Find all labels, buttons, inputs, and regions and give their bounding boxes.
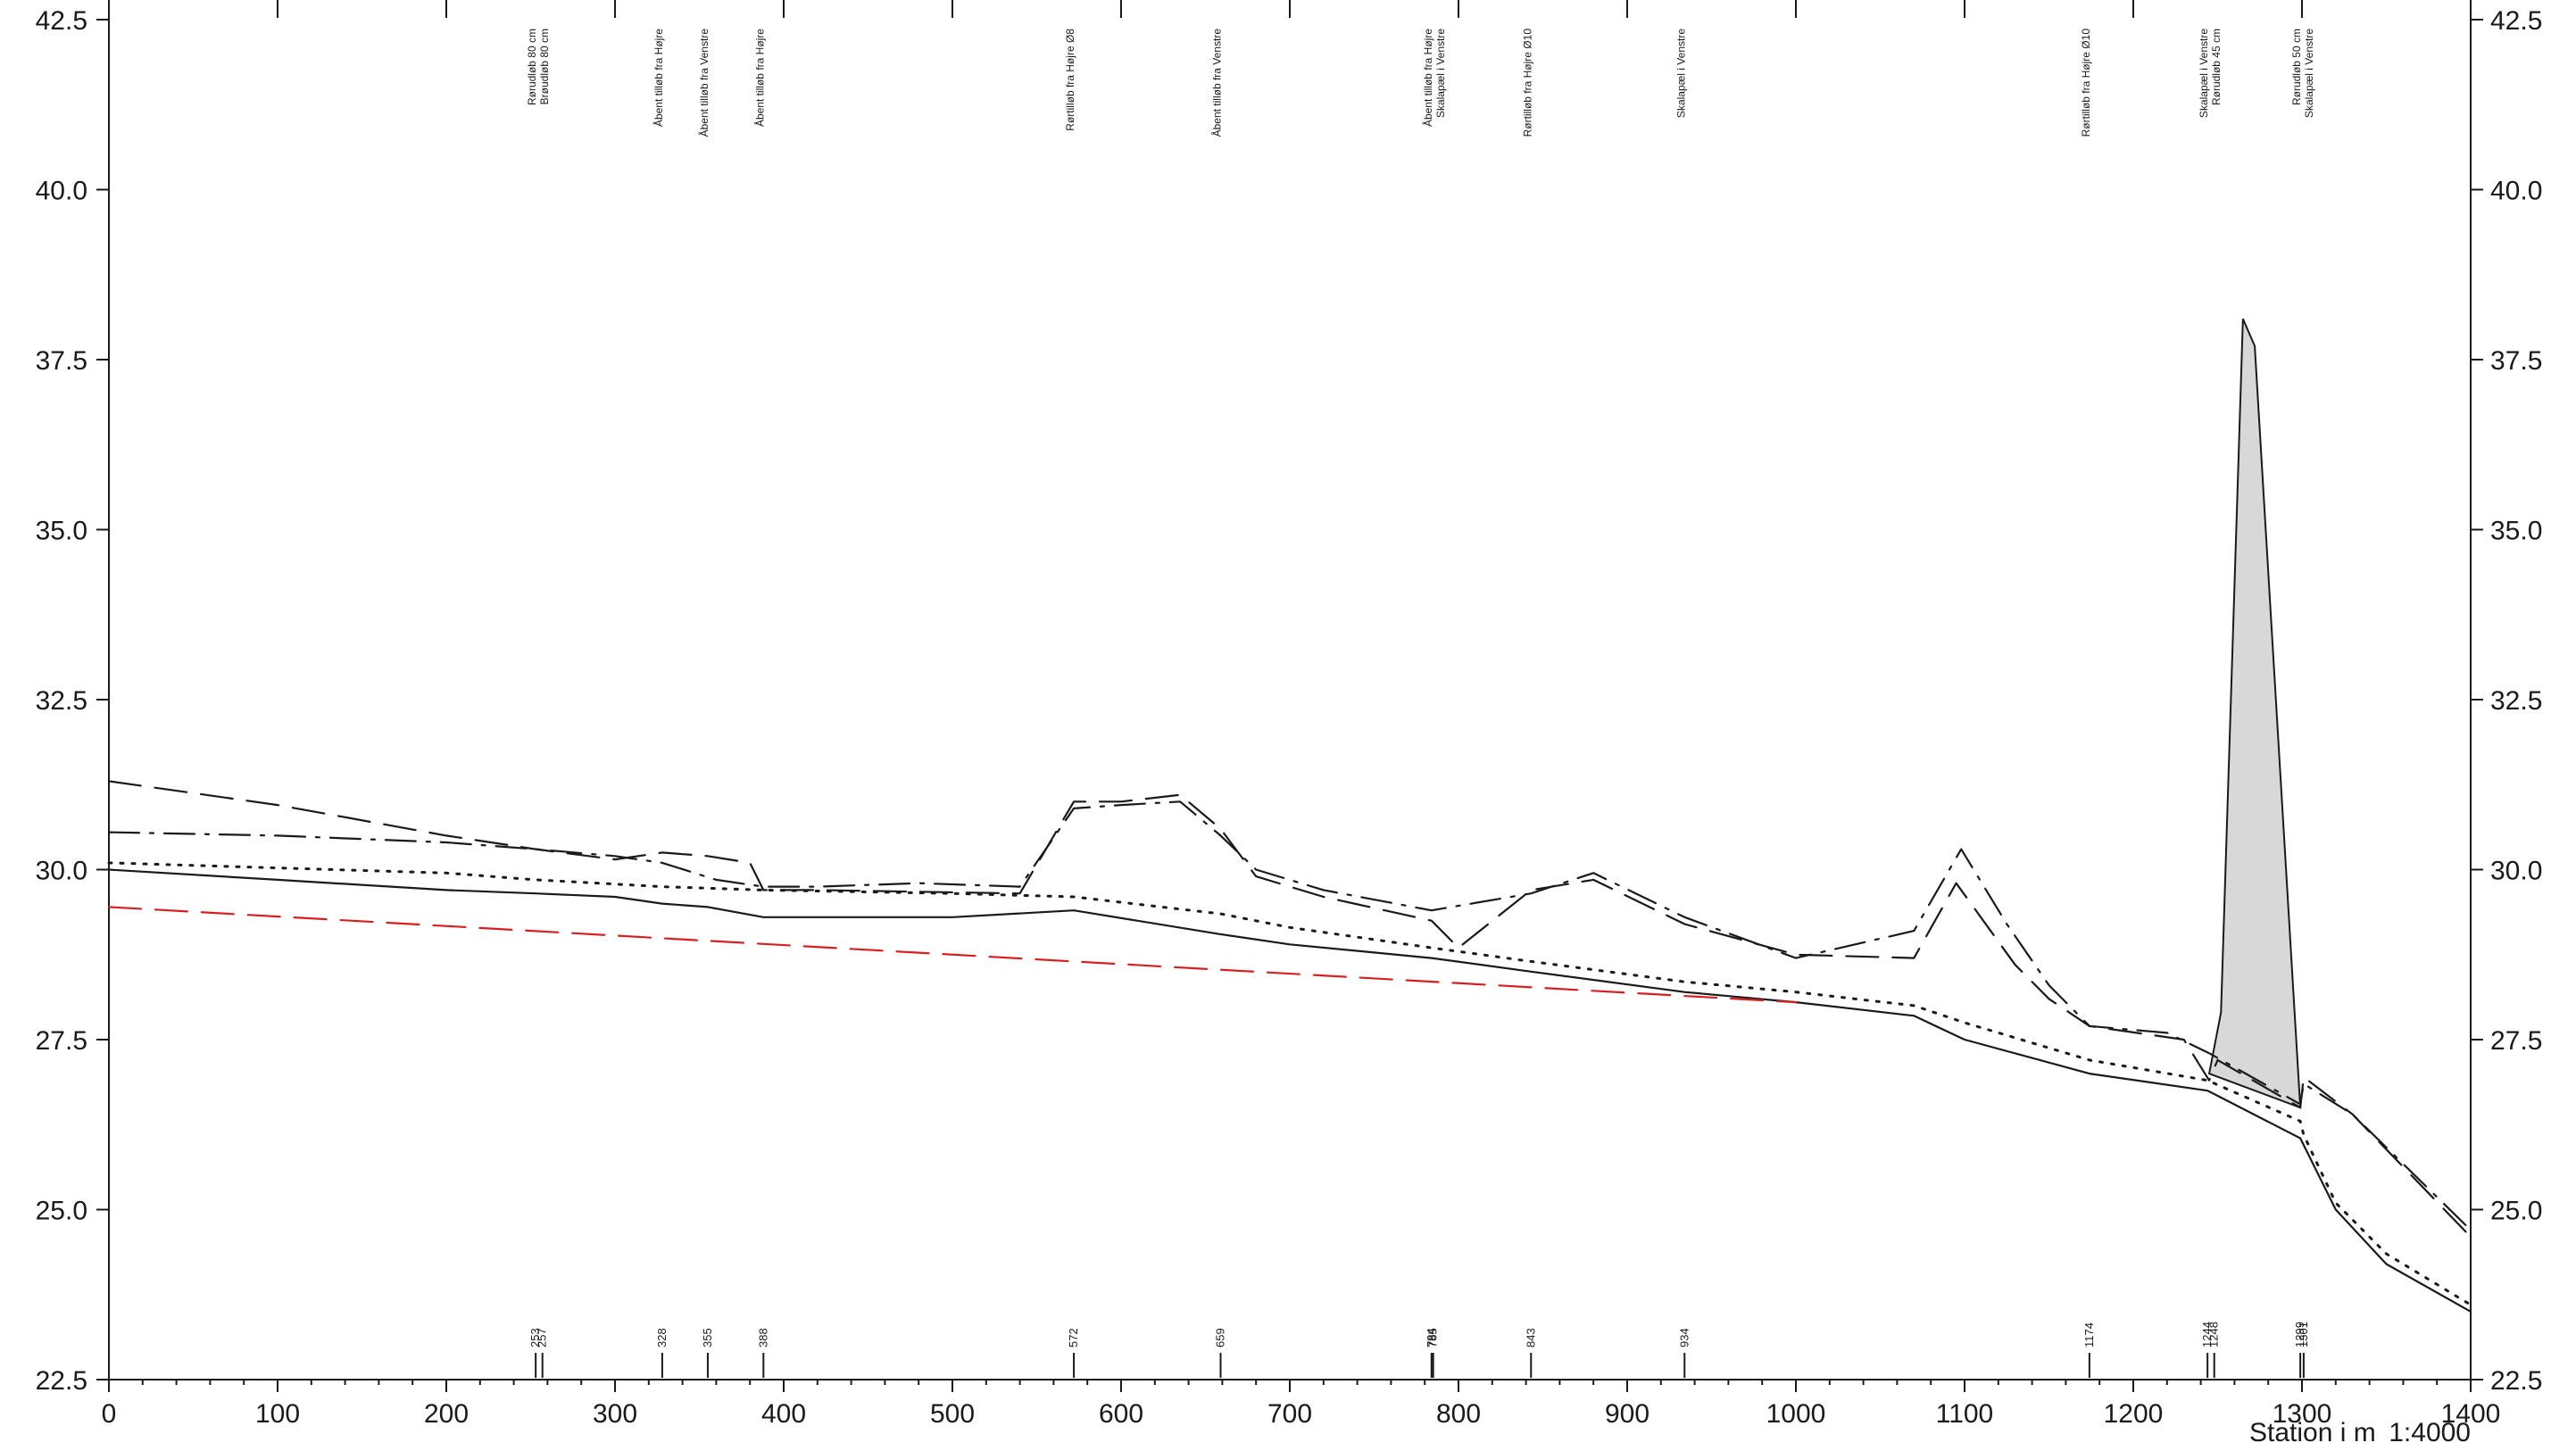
x-tick-label: 600 — [1099, 1399, 1143, 1429]
y-tick-label-right: 37.5 — [2490, 346, 2542, 376]
y-tick-label-right: 40.0 — [2490, 177, 2542, 206]
x-tick-label: 100 — [255, 1399, 300, 1429]
y-tick-label-left: 37.5 — [36, 346, 87, 376]
x-tick-label: 800 — [1436, 1399, 1481, 1429]
series-line-1 — [107, 868, 2472, 1313]
x-tick-label: 1300 — [2273, 1399, 2332, 1429]
x-tick-label: 1000 — [1766, 1399, 1826, 1429]
y-tick-label-left: 25.0 — [36, 1197, 87, 1226]
x-tick-label: 300 — [593, 1399, 637, 1429]
annotation-text: Åbent tilløb fra Højre — [1421, 29, 1434, 127]
y-tick-label-right: 42.5 — [2490, 6, 2542, 36]
annotation-text: Rørudløb 50 cm — [2290, 29, 2303, 105]
series-line-5 — [107, 906, 1798, 1004]
y-tick-label-right: 22.5 — [2490, 1366, 2542, 1396]
station-label: 1299 — [2293, 1322, 2306, 1347]
station-label: 1248 — [2207, 1322, 2221, 1347]
annotation-text: Åbent tilløb fra Højre — [752, 29, 766, 127]
y-tick-label-left: 35.0 — [36, 517, 87, 546]
x-tick-label: 500 — [930, 1399, 975, 1429]
annotation-text: Skalapæl i Venstre — [1434, 29, 1447, 118]
x-tick-label: 200 — [424, 1399, 469, 1429]
x-tick-label: 1100 — [1936, 1399, 1994, 1429]
station-label: 1244 — [2200, 1322, 2214, 1347]
x-tick-label: 900 — [1605, 1399, 1649, 1429]
annotation-text: Skalapæl i Venstre — [2198, 29, 2210, 118]
station-label: 784 — [1425, 1328, 1438, 1347]
annotation-text: Rørudløb 45 cm — [2210, 29, 2223, 105]
annotation-text: Åbent tilløb fra Venstre — [1210, 29, 1224, 137]
station-label: 388 — [756, 1328, 769, 1347]
station-label: 253 — [528, 1328, 542, 1347]
station-label: 934 — [1677, 1328, 1691, 1347]
x-tick-label: 0 — [102, 1399, 117, 1429]
annotation-text: Brøudløb 80 cm — [538, 29, 551, 104]
station-label: 659 — [1214, 1328, 1227, 1347]
annotation-text: Rørtilløb fra Højre Ø10 — [1521, 29, 1533, 137]
station-label: 355 — [701, 1328, 714, 1347]
annotation-text: Rørudløb 80 cm — [526, 29, 538, 105]
station-label: 1301 — [2297, 1322, 2310, 1347]
station-label: 257 — [536, 1328, 549, 1347]
x-tick-label: 400 — [761, 1399, 806, 1429]
y-tick-label-right: 32.5 — [2490, 686, 2542, 716]
y-tick-label-right: 30.0 — [2490, 857, 2542, 886]
y-tick-label-left: 42.5 — [36, 6, 87, 36]
station-label: 843 — [1524, 1328, 1537, 1347]
annotation-text: Åbent tilløb fra Højre — [652, 29, 665, 127]
station-label: 1174 — [2082, 1322, 2096, 1347]
x-tick-label: 1400 — [2441, 1399, 2501, 1429]
annotation-text: Skalapæl i Venstre — [2303, 29, 2315, 118]
series-line-2 — [107, 861, 2472, 1306]
structure-polygon — [2207, 318, 2302, 1109]
annotation-text: Åbent tilløb fra Venstre — [697, 29, 710, 137]
scale-label: 1:4000 — [2389, 1418, 2471, 1447]
station-label: 572 — [1067, 1328, 1080, 1347]
annotation-text: Rørtilløb fra Højre Ø8 — [1064, 29, 1076, 131]
x-tick-label: 1200 — [2104, 1399, 2164, 1429]
y-tick-label-right: 25.0 — [2490, 1197, 2542, 1226]
y-tick-label-left: 40.0 — [36, 177, 87, 206]
x-tick-label: 700 — [1267, 1399, 1312, 1429]
station-label: 328 — [655, 1328, 669, 1347]
series-line-4 — [107, 800, 2472, 1231]
y-tick-label-right: 27.5 — [2490, 1026, 2542, 1056]
annotation-text: Rørtilløb fra Højre Ø10 — [2080, 29, 2092, 137]
x-axis-label: Station i m — [2249, 1418, 2376, 1447]
annotation-text: Skalapæl i Venstre — [1674, 29, 1687, 118]
y-tick-label-right: 35.0 — [2490, 517, 2542, 546]
series-line-3 — [107, 780, 2472, 1239]
y-tick-label-left: 27.5 — [36, 1026, 87, 1056]
y-tick-label-left: 22.5 — [36, 1366, 87, 1396]
station-label: 785 — [1426, 1328, 1440, 1347]
y-tick-label-left: 32.5 — [36, 686, 87, 716]
y-tick-label-left: 30.0 — [36, 857, 87, 886]
